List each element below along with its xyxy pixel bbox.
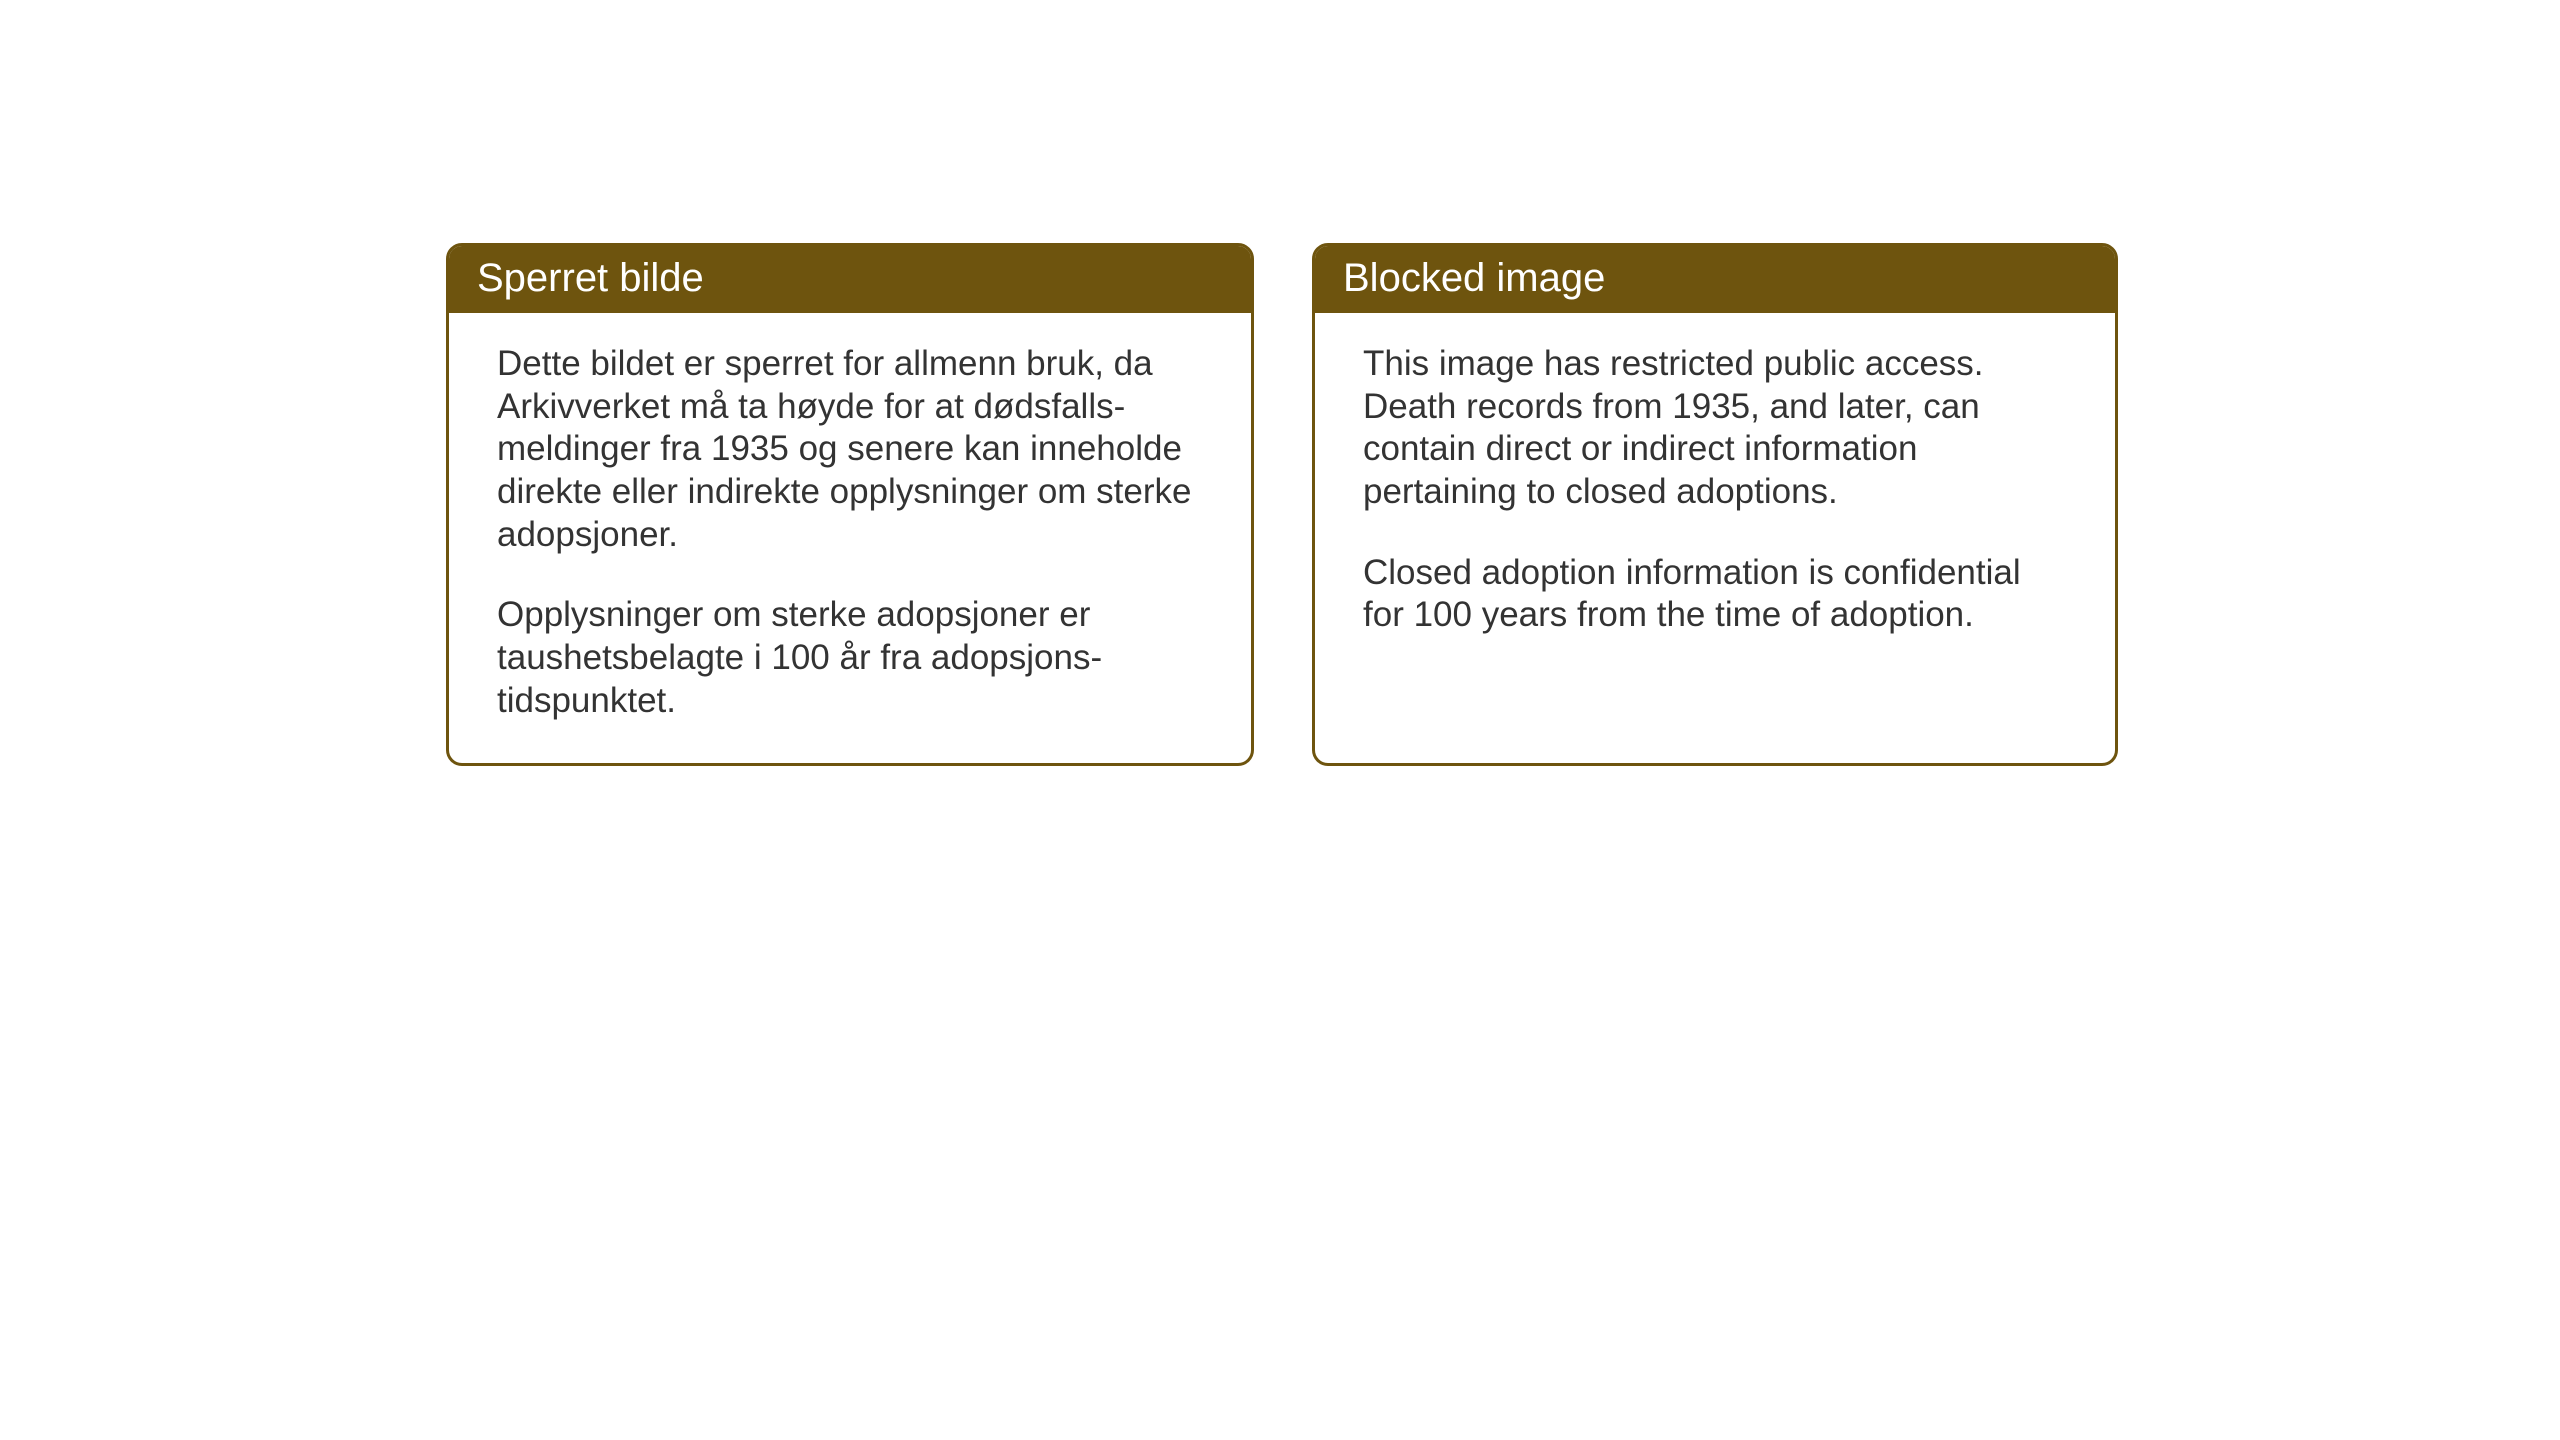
notice-body-english: This image has restricted public access.… — [1315, 313, 2115, 737]
notice-paragraph-2-english: Closed adoption information is confident… — [1363, 552, 2067, 637]
notice-body-norwegian: Dette bildet er sperret for allmenn bruk… — [449, 313, 1251, 763]
notice-paragraph-2-norwegian: Opplysninger om sterke adopsjoner er tau… — [497, 594, 1203, 722]
notice-paragraph-1-english: This image has restricted public access.… — [1363, 343, 2067, 514]
notice-title-norwegian: Sperret bilde — [477, 256, 704, 300]
notice-box-norwegian: Sperret bilde Dette bildet er sperret fo… — [446, 243, 1254, 766]
notice-container: Sperret bilde Dette bildet er sperret fo… — [446, 243, 2118, 766]
notice-paragraph-1-norwegian: Dette bildet er sperret for allmenn bruk… — [497, 343, 1203, 556]
notice-header-norwegian: Sperret bilde — [449, 246, 1251, 313]
notice-box-english: Blocked image This image has restricted … — [1312, 243, 2118, 766]
notice-header-english: Blocked image — [1315, 246, 2115, 313]
notice-title-english: Blocked image — [1343, 256, 1605, 300]
